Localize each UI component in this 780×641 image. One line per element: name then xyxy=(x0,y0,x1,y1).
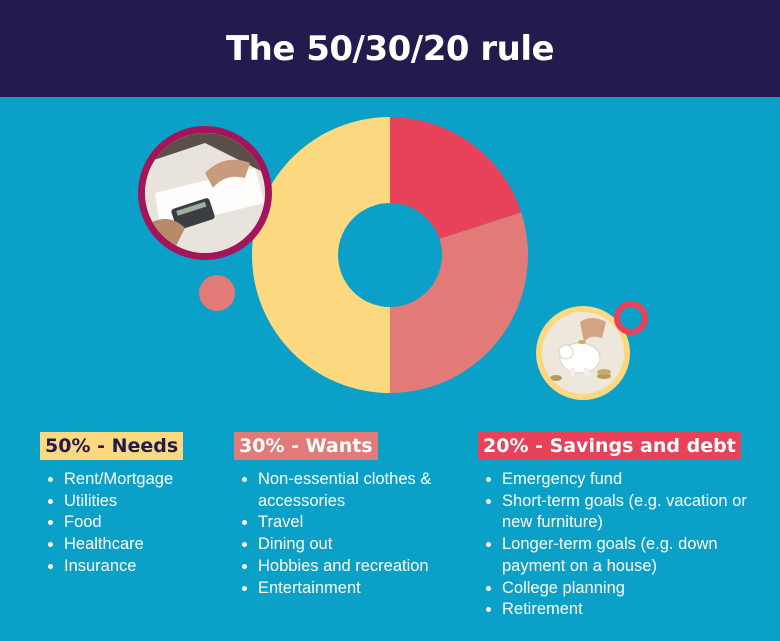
list-item: Utilities xyxy=(64,491,183,513)
donut-slice-2 xyxy=(252,117,390,393)
list-item: College planning xyxy=(502,578,752,600)
piggy-bank-illustration xyxy=(542,312,624,394)
needs-list: Rent/Mortgage Utilities Food Healthcare … xyxy=(40,469,183,578)
list-item: Entertainment xyxy=(258,578,468,600)
list-item: Retirement xyxy=(502,599,752,621)
donut-slice-1 xyxy=(390,212,528,393)
list-item: Insurance xyxy=(64,556,183,578)
list-item: Healthcare xyxy=(64,534,183,556)
list-item: Longer-term goals (e.g. down payment on … xyxy=(502,534,752,577)
needs-column: 50% - Needs Rent/Mortgage Utilities Food… xyxy=(40,432,184,578)
savings-heading: 20% - Savings and debt xyxy=(478,432,741,460)
list-item: Dining out xyxy=(258,534,468,556)
piggy-bank-coins-photo xyxy=(536,306,630,400)
list-item: Non-essential clothes & accessories xyxy=(258,469,468,512)
donut-slices xyxy=(252,117,528,393)
wants-column: 30% - Wants Non-essential clothes & acce… xyxy=(234,432,468,599)
list-item: Hobbies and recreation xyxy=(258,556,468,578)
needs-heading: 50% - Needs xyxy=(40,432,184,460)
decorative-ring xyxy=(614,301,648,335)
header-banner: The 50/30/20 rule xyxy=(0,0,780,97)
calculator-paperwork-illustration xyxy=(145,133,265,253)
decorative-dot xyxy=(199,275,235,311)
wants-heading: 30% - Wants xyxy=(234,432,378,460)
list-item: Emergency fund xyxy=(502,469,752,491)
donut-chart xyxy=(252,117,528,393)
calculator-paperwork-photo xyxy=(138,126,272,260)
wants-list: Non-essential clothes & accessories Trav… xyxy=(234,469,468,599)
donut-slice-0 xyxy=(390,117,522,239)
list-item: Rent/Mortgage xyxy=(64,469,183,491)
list-item: Travel xyxy=(258,512,468,534)
list-item: Food xyxy=(64,512,183,534)
page-title: The 50/30/20 rule xyxy=(225,28,555,69)
savings-column: 20% - Savings and debt Emergency fund Sh… xyxy=(478,432,752,621)
list-item: Short-term goals (e.g. vacation or new f… xyxy=(502,491,752,534)
savings-list: Emergency fund Short-term goals (e.g. va… xyxy=(478,469,752,621)
